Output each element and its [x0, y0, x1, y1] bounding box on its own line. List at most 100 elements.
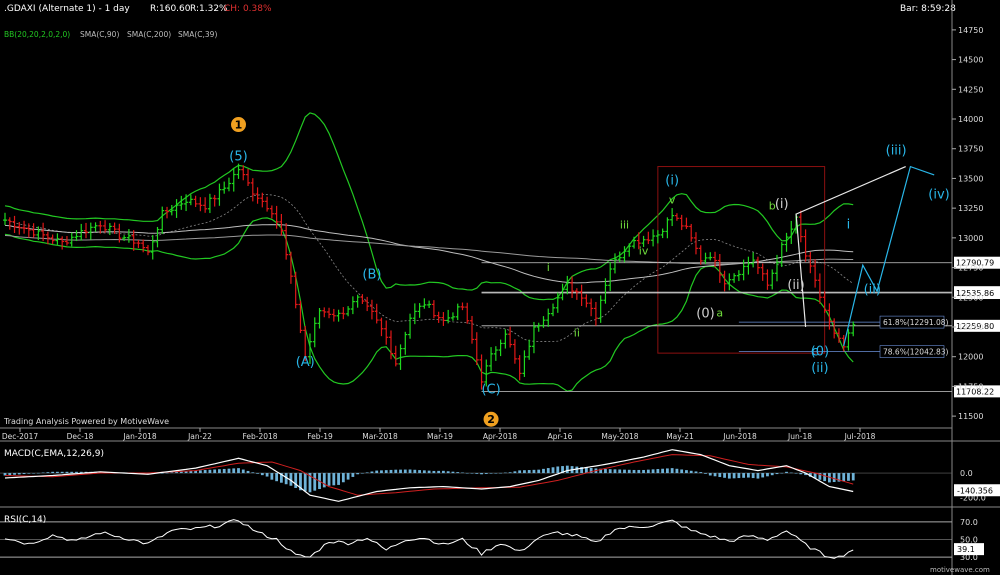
price-bar	[760, 263, 765, 281]
price-bar	[64, 236, 69, 246]
macd-histogram-bar	[8, 473, 12, 476]
macd-histogram-bar	[613, 469, 617, 474]
macd-histogram-bar	[232, 468, 236, 474]
price-bar	[346, 306, 351, 317]
macd-histogram-bar	[823, 473, 827, 482]
macd-histogram-bar	[175, 472, 178, 474]
macd-histogram-bar	[337, 473, 340, 485]
sma200-line	[4, 234, 854, 265]
macd-histogram-bar	[484, 473, 488, 474]
macd-histogram-bar	[60, 471, 64, 474]
price-tick-label: 14750	[958, 26, 983, 35]
wave-label: (i)	[775, 197, 789, 212]
macd-histogram-bar	[32, 473, 35, 474]
macd-histogram-bar	[475, 473, 479, 474]
price-bar	[312, 317, 317, 348]
macd-histogram-bar	[708, 473, 712, 476]
macd-histogram-bar	[756, 473, 760, 479]
price-tick-label: 13000	[958, 234, 983, 243]
macd-histogram-bar	[723, 473, 726, 478]
price-bar	[3, 212, 7, 226]
reference-level-tag	[954, 385, 1000, 398]
price-bar	[693, 232, 698, 255]
wave-label: (A)	[296, 355, 315, 370]
rsi-panel: 70.0 50.0 30.039.1	[0, 518, 984, 562]
wave-label: i	[847, 217, 851, 232]
macd-histogram-bar	[451, 471, 455, 474]
macd-histogram-bar	[284, 473, 288, 485]
macd-histogram-bar	[46, 472, 50, 474]
date-tick-label: Jul-2018	[844, 432, 876, 441]
macd-histogram-bar	[361, 473, 364, 474]
macd-histogram-bar	[789, 472, 793, 474]
price-bar	[379, 317, 384, 337]
wave-label: ii	[574, 326, 580, 339]
macd-histogram-bar	[260, 473, 264, 476]
price-bar	[212, 194, 217, 207]
price-bar	[284, 223, 289, 260]
wave-label: (5)	[229, 150, 247, 165]
macd-histogram-bar	[70, 471, 74, 474]
macd-histogram-bar	[198, 470, 202, 474]
wave-label: c	[812, 345, 819, 360]
price-tick-label: 11750	[958, 382, 983, 391]
macd-histogram-bar	[513, 471, 517, 474]
price-bar	[508, 326, 513, 348]
wave-label: a	[716, 306, 723, 319]
price-bar	[665, 217, 670, 239]
price-bar	[646, 231, 651, 245]
macd-histogram-bar	[160, 473, 164, 474]
macd-histogram-bar	[842, 473, 846, 482]
macd-histogram-bar	[751, 473, 755, 479]
macd-histogram-bar	[623, 469, 626, 474]
price-bar	[541, 316, 546, 328]
price-bar	[241, 165, 246, 181]
price-bar	[827, 303, 832, 330]
price-bar	[651, 229, 656, 247]
price-bar	[517, 355, 522, 381]
macd-histogram-bar	[580, 467, 584, 474]
macd-histogram-bar	[561, 466, 564, 474]
macd-histogram-bar	[632, 469, 636, 474]
price-bar	[188, 194, 193, 206]
change-label: CH: 0.38%	[224, 4, 272, 14]
price-bar	[536, 322, 541, 332]
price-bar	[527, 339, 532, 360]
price-bar	[427, 300, 432, 308]
price-bar	[36, 226, 41, 241]
price-bar	[88, 222, 93, 240]
macd-histogram-bar	[718, 473, 722, 478]
macd-histogram-bar	[332, 473, 336, 486]
macd-histogram-bar	[380, 470, 383, 474]
rsi-current-tag	[954, 543, 984, 556]
price-bar	[293, 271, 298, 309]
price-bar	[260, 192, 265, 208]
price-bar	[431, 300, 436, 319]
macd-histogram-bar	[279, 473, 283, 483]
date-axis: Dec-2017 Dec-18 Jan-2018 Jan-22 Feb-2018 Feb-…	[2, 428, 876, 441]
price-bar	[579, 284, 584, 306]
macd-histogram-bar	[165, 472, 169, 474]
price-bar	[803, 229, 808, 262]
macd-current-tag	[954, 484, 1000, 497]
price-bar	[322, 307, 327, 318]
rsi-label: RSI(C,14)	[4, 515, 46, 525]
price-bar	[103, 220, 108, 233]
wave-projection-white	[795, 166, 906, 328]
macd-histogram-bar	[270, 473, 274, 480]
price-bar	[145, 245, 150, 256]
macd-histogram-bar	[470, 473, 474, 474]
price-bar	[408, 313, 413, 339]
main-plot: 12790.7912542.7512535.8612259.8011708.22…	[3, 112, 1000, 427]
wave-label: (B)	[362, 267, 381, 282]
wave-circle-marker	[483, 411, 499, 427]
price-bar	[403, 331, 408, 355]
macd-histogram-bar	[36, 472, 40, 474]
price-bar	[655, 230, 660, 244]
price-bar	[84, 222, 89, 239]
price-bar	[741, 259, 746, 281]
price-bar	[641, 235, 646, 247]
price-bar	[789, 220, 794, 244]
macd-histogram-bar	[17, 473, 21, 475]
